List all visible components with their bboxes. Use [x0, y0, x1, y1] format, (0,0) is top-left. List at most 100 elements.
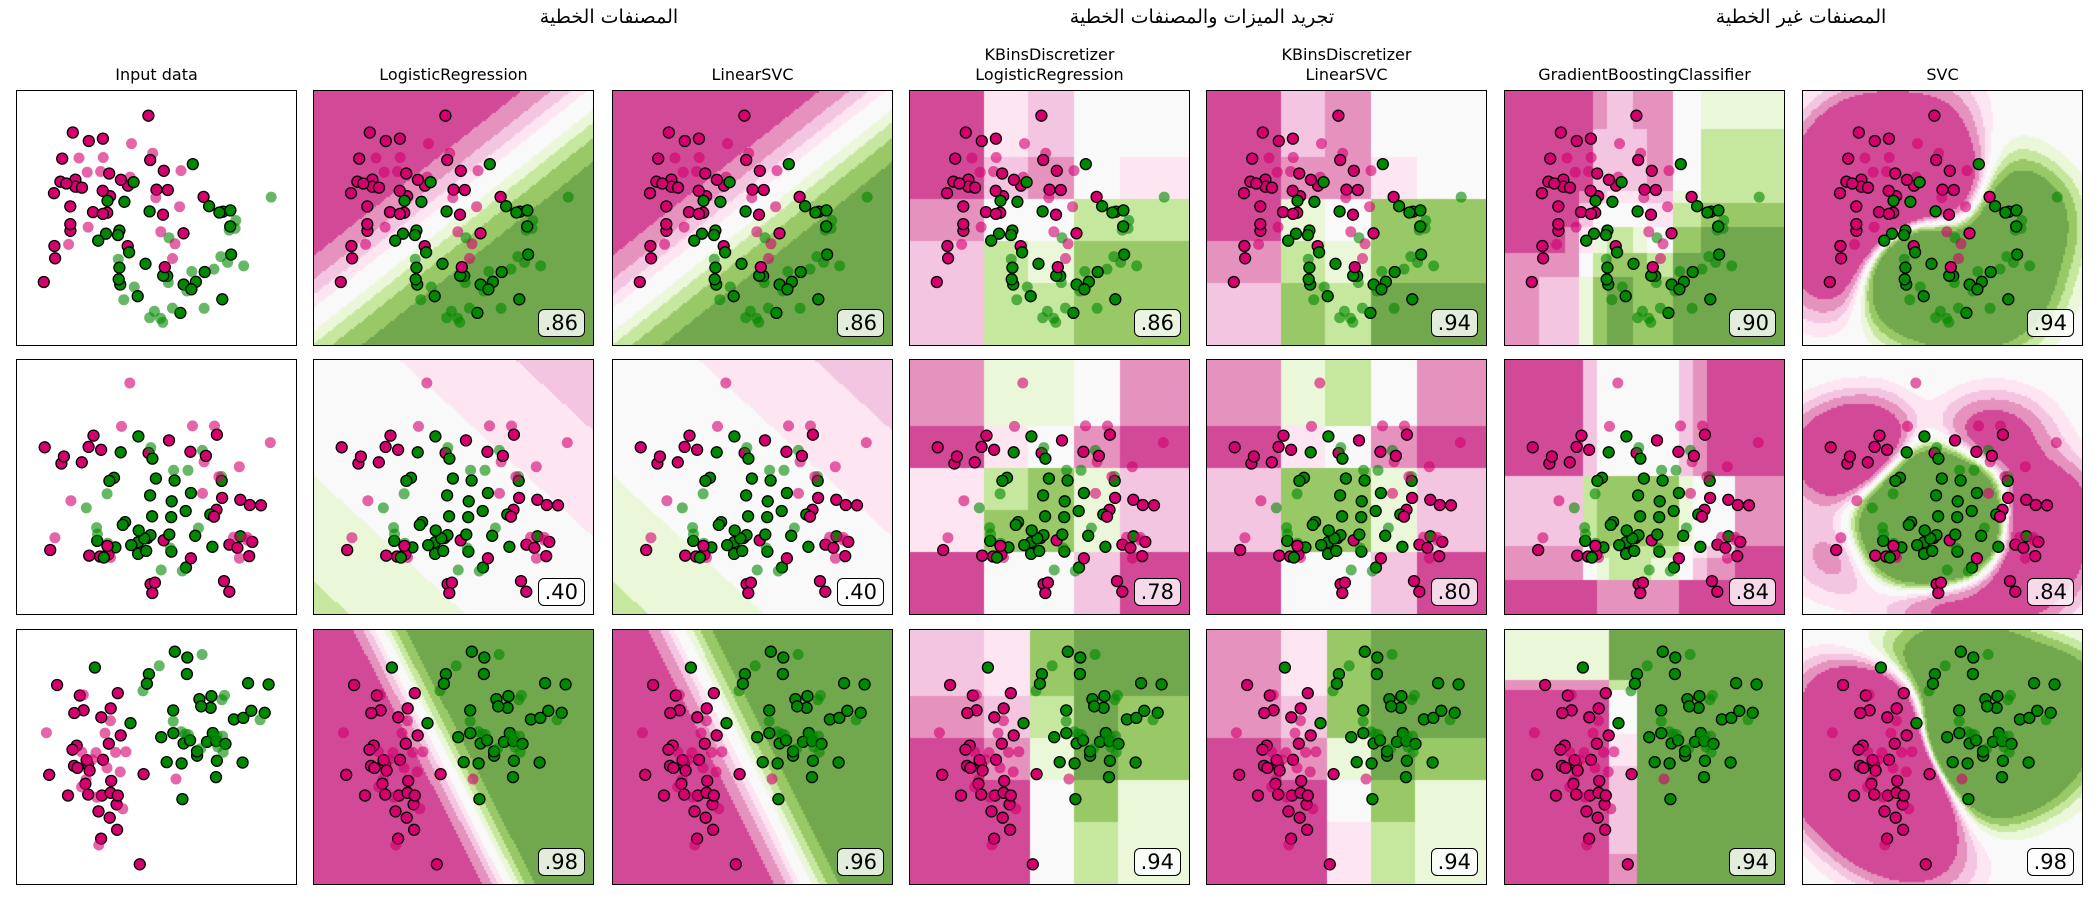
- train-point: [551, 499, 565, 512]
- test-point: [1528, 727, 1540, 739]
- train-point: [1888, 737, 1901, 750]
- test-point: [1338, 305, 1350, 317]
- train-point: [1874, 661, 1888, 674]
- test-point: [1887, 488, 1899, 500]
- train-point: [751, 731, 764, 744]
- train-point: [1625, 767, 1638, 781]
- train-point: [1312, 246, 1326, 259]
- train-point: [483, 157, 496, 171]
- train-point: [1336, 586, 1349, 600]
- test-point: [992, 727, 1004, 739]
- train-point: [1900, 446, 1913, 459]
- test-point: [834, 260, 846, 272]
- test-point: [794, 302, 806, 314]
- train-point: [998, 774, 1011, 788]
- train-point: [1357, 704, 1370, 717]
- train-point: [1742, 499, 1756, 512]
- train-point: [1630, 109, 1643, 122]
- train-point: [1601, 261, 1614, 274]
- test-point: [196, 649, 208, 660]
- train-point: [1900, 173, 1914, 186]
- test-point: [1675, 420, 1686, 432]
- train-point: [1733, 704, 1746, 717]
- train-point: [1965, 504, 1978, 518]
- test-point: [1654, 302, 1666, 314]
- train-point: [1332, 109, 1345, 122]
- test-point: [778, 464, 790, 476]
- train-point: [1970, 486, 1984, 500]
- test-point: [1931, 442, 1943, 454]
- test-point: [1866, 502, 1878, 514]
- train-point: [1602, 729, 1615, 742]
- train-point: [723, 176, 736, 189]
- train-point: [1620, 430, 1633, 443]
- train-point: [1847, 789, 1861, 802]
- train-point: [791, 700, 804, 713]
- train-point: [71, 761, 84, 775]
- train-point: [1750, 678, 1763, 691]
- train-point: [92, 805, 105, 818]
- test-point: [1270, 502, 1282, 514]
- train-point: [742, 452, 755, 465]
- test-point: [1696, 263, 1708, 275]
- test-point: [509, 741, 521, 753]
- train-point: [1321, 290, 1334, 303]
- train-point: [262, 678, 275, 691]
- train-point: [1414, 220, 1427, 233]
- train-point: [827, 541, 840, 554]
- train-point: [683, 429, 696, 442]
- train-point: [87, 429, 100, 442]
- train-point: [99, 227, 113, 240]
- test-point: [155, 226, 167, 238]
- train-point: [1951, 495, 1964, 508]
- test-point: [697, 762, 709, 774]
- test-point: [1372, 464, 1384, 476]
- test-point: [1057, 542, 1069, 554]
- train-point: [990, 551, 1004, 564]
- column-title-line: GradientBoostingClassifier: [1538, 65, 1751, 84]
- test-point: [860, 437, 872, 449]
- test-point: [176, 565, 188, 577]
- train-point: [1082, 529, 1095, 542]
- test-point: [1061, 464, 1073, 476]
- train-point: [1653, 510, 1666, 524]
- train-point: [1374, 445, 1387, 458]
- test-point: [1605, 803, 1617, 815]
- test-point: [749, 660, 761, 672]
- test-point: [417, 746, 429, 758]
- train-point: [707, 789, 720, 802]
- train-point: [462, 495, 475, 508]
- train-point: [1295, 774, 1308, 788]
- train-point: [739, 489, 753, 502]
- train-point: [1136, 549, 1149, 563]
- test-point: [1157, 437, 1169, 449]
- train-point: [1078, 283, 1091, 296]
- train-point: [143, 489, 157, 502]
- test-point: [1537, 532, 1549, 544]
- train-point: [1966, 667, 1980, 681]
- test-point: [1388, 302, 1400, 314]
- train-point: [1254, 217, 1267, 231]
- train-point: [1634, 452, 1647, 465]
- train-point: [820, 220, 833, 233]
- train-point: [1007, 446, 1020, 459]
- test-point: [1239, 532, 1251, 544]
- train-point: [160, 755, 173, 769]
- train-point: [985, 805, 998, 818]
- test-point: [77, 689, 89, 701]
- test-point: [1885, 727, 1897, 739]
- train-point: [1881, 711, 1894, 724]
- train-point: [195, 700, 208, 713]
- train-point: [44, 543, 57, 557]
- train-point: [667, 761, 680, 775]
- test-point: [1616, 281, 1628, 293]
- train-point: [410, 261, 423, 274]
- train-point: [124, 717, 137, 730]
- train-point: [365, 706, 378, 720]
- train-point: [1074, 651, 1087, 664]
- train-point: [1009, 518, 1022, 532]
- test-point: [804, 263, 816, 275]
- train-point: [710, 173, 724, 186]
- train-point: [1233, 768, 1246, 781]
- train-point: [728, 430, 741, 443]
